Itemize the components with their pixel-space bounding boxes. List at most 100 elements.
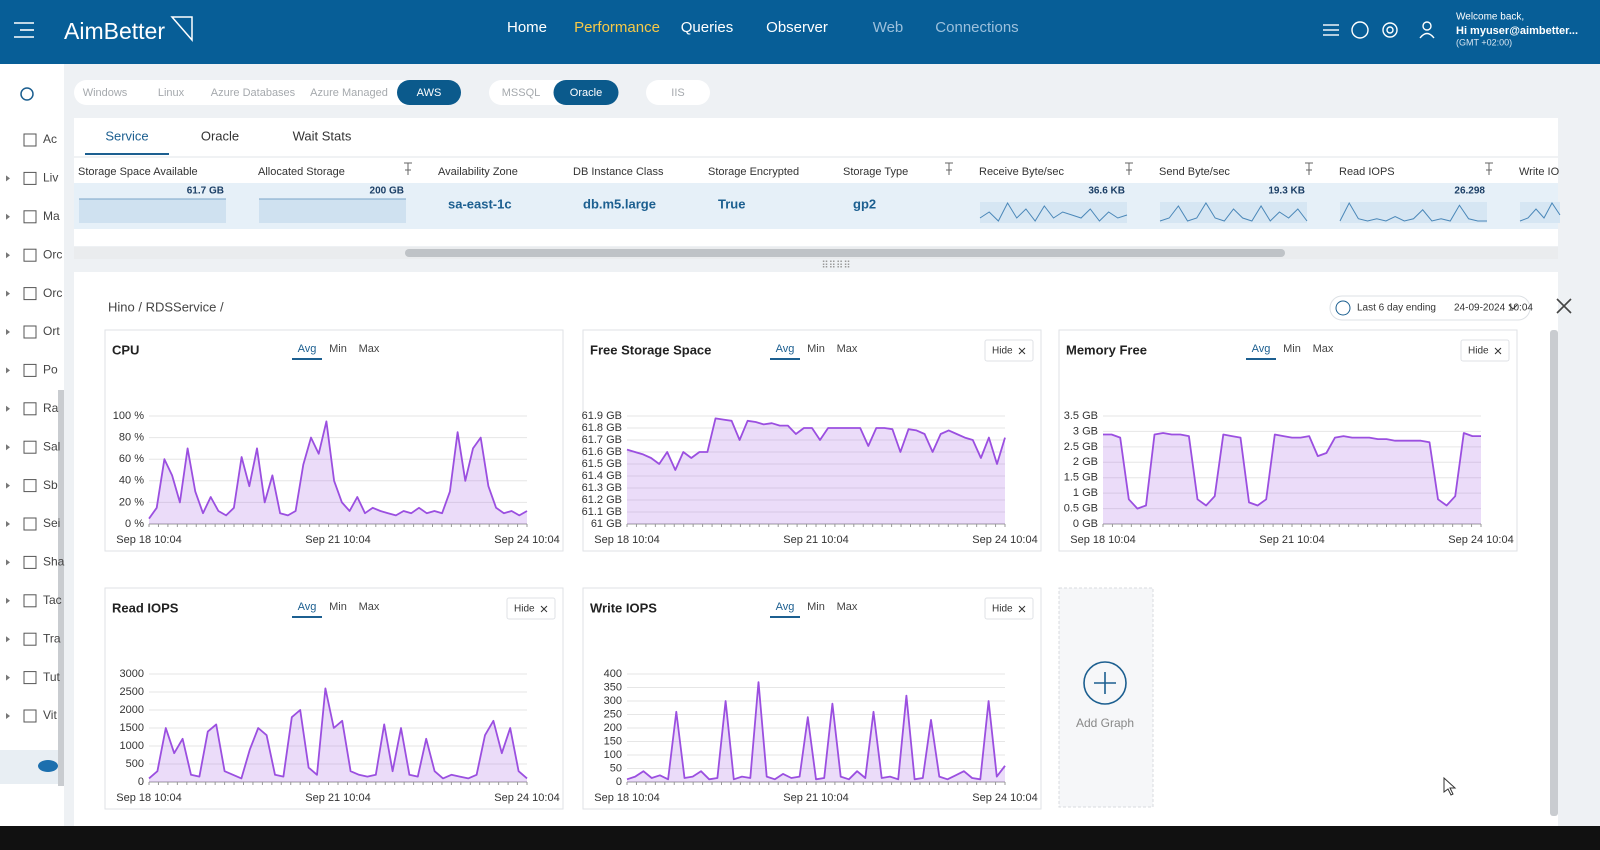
add-icon[interactable]	[1083, 661, 1127, 705]
column-header[interactable]: Send Byte/sec	[1159, 166, 1230, 178]
pin-icon[interactable]	[404, 162, 412, 175]
filter-item[interactable]: Oracle	[570, 87, 602, 99]
hide-button[interactable]	[984, 339, 1034, 362]
column-header[interactable]: Allocated Storage	[258, 166, 345, 178]
close-button[interactable]	[1556, 298, 1572, 314]
resize-grip[interactable]: ⠿⠿⠿⠿	[821, 261, 850, 272]
time-value[interactable]: 24-09-2024 10:04	[1454, 303, 1533, 314]
h-scroll-thumb[interactable]	[405, 249, 1285, 257]
column-header[interactable]: DB Instance Class	[573, 166, 664, 178]
pin-icon[interactable]	[1305, 162, 1313, 175]
sidebar-item[interactable]: Liv	[43, 171, 58, 185]
nav-item[interactable]: Connections	[935, 19, 1018, 36]
graph-tab[interactable]: Max	[359, 343, 380, 355]
graph-tab[interactable]: Min	[329, 601, 347, 613]
y-tick-label: 1 GB	[1073, 487, 1098, 499]
graph-tab-underline	[1246, 358, 1276, 360]
column-header[interactable]: Receive Byte/sec	[979, 166, 1064, 178]
sidebar-item[interactable]: Tac	[43, 593, 62, 607]
tab[interactable]: Wait Stats	[293, 128, 352, 143]
sidebar-item[interactable]: Sal	[43, 439, 60, 453]
sidebar	[0, 64, 64, 826]
logo-mark	[170, 16, 193, 43]
filter-item[interactable]: Azure Databases	[211, 87, 296, 99]
tab[interactable]: Service	[105, 128, 148, 143]
sidebar-item[interactable]: Tut	[43, 670, 61, 684]
sidebar-item[interactable]: Orc	[43, 247, 62, 261]
y-tick-label: 100 %	[113, 410, 144, 422]
pin-icon[interactable]	[1125, 162, 1133, 175]
y-tick-label: 61 GB	[591, 518, 622, 530]
graph-tab[interactable]: Max	[837, 343, 858, 355]
graph-tab[interactable]: Avg	[776, 343, 795, 355]
hide-label[interactable]: Hide	[992, 604, 1013, 615]
pin-icon[interactable]	[945, 162, 953, 175]
graph-tab[interactable]: Avg	[776, 601, 795, 613]
item-icon	[23, 133, 37, 147]
sidebar-item[interactable]: Orc	[43, 286, 62, 300]
column-header[interactable]: Storage Encrypted	[708, 166, 799, 178]
hide-button[interactable]	[1460, 339, 1510, 362]
graph-tab[interactable]: Min	[1283, 343, 1301, 355]
pin-icon[interactable]	[1485, 162, 1493, 175]
sidebar-item[interactable]: Ma	[43, 209, 60, 223]
header-icons[interactable]	[1323, 21, 1435, 39]
nav-item[interactable]: Performance	[574, 19, 660, 36]
sidebar-item[interactable]: Sha	[43, 555, 65, 569]
time-picker[interactable]	[1329, 295, 1531, 321]
graph-tab[interactable]: Avg	[1252, 343, 1271, 355]
sidebar-item[interactable]: Sei	[43, 516, 60, 530]
graph-tab[interactable]: Avg	[298, 343, 317, 355]
nav-item[interactable]: Queries	[681, 19, 734, 36]
graph-card	[104, 329, 564, 552]
graph-tab[interactable]: Max	[837, 601, 858, 613]
sidebar-item[interactable]: Ort	[43, 324, 60, 338]
filter-item[interactable]: MSSQL	[502, 87, 541, 99]
graph-tab[interactable]: Max	[359, 601, 380, 613]
x-tick-label: Sep 18 10:04	[594, 792, 659, 804]
hide-button[interactable]	[984, 597, 1034, 620]
add-graph-label[interactable]: Add Graph	[1076, 716, 1134, 730]
nav-item[interactable]: Observer	[766, 19, 828, 36]
sidebar-item[interactable]: Po	[43, 363, 58, 377]
graph-tab[interactable]: Min	[807, 601, 825, 613]
hide-label[interactable]: Hide	[992, 346, 1013, 357]
column-header[interactable]: Storage Type	[843, 166, 908, 178]
search-icon[interactable]	[20, 87, 34, 101]
filter-item[interactable]: Windows	[83, 87, 128, 99]
sidebar-item[interactable]: Tra	[43, 631, 61, 645]
column-header[interactable]: Read IOPS	[1339, 166, 1395, 178]
column-header[interactable]: Storage Space Available	[78, 166, 198, 178]
filter-item[interactable]: Azure Managed	[310, 87, 388, 99]
expand-arrow	[6, 367, 10, 374]
graph-tab[interactable]: Min	[807, 343, 825, 355]
detail-scroll[interactable]	[1550, 330, 1558, 816]
item-icon	[23, 210, 37, 224]
logo[interactable]: AimBetter	[64, 18, 165, 44]
y-tick-label: 61.8 GB	[582, 422, 622, 434]
menu-icon[interactable]	[14, 22, 34, 38]
column-header[interactable]: Availability Zone	[438, 166, 518, 178]
filter-item[interactable]: Linux	[158, 87, 185, 99]
hide-button[interactable]	[506, 597, 556, 620]
hide-label[interactable]: Hide	[514, 604, 535, 615]
column-header[interactable]: Write IO	[1519, 166, 1560, 178]
graph-tab[interactable]: Min	[329, 343, 347, 355]
tab[interactable]: Oracle	[201, 128, 239, 143]
hide-label[interactable]: Hide	[1468, 346, 1489, 357]
graph-tab[interactable]: Max	[1313, 343, 1334, 355]
cell-value: True	[718, 196, 745, 211]
time-range[interactable]: Last 6 day ending	[1357, 303, 1436, 314]
sidebar-item[interactable]: Ac	[43, 132, 57, 146]
cell-bar	[259, 199, 406, 223]
add-graph-card[interactable]	[1058, 587, 1154, 808]
sidebar-item[interactable]: Vit	[43, 708, 57, 722]
user[interactable]: Hi myuser@aimbetter...	[1456, 25, 1578, 37]
graph-tab[interactable]: Avg	[298, 601, 317, 613]
sidebar-item[interactable]: Ra	[43, 401, 59, 415]
filter-item[interactable]: IIS	[671, 87, 684, 99]
nav-item[interactable]: Web	[873, 19, 904, 36]
sidebar-item[interactable]: Sb	[43, 478, 58, 492]
filter-item[interactable]: AWS	[417, 87, 442, 99]
nav-item[interactable]: Home	[507, 19, 547, 36]
